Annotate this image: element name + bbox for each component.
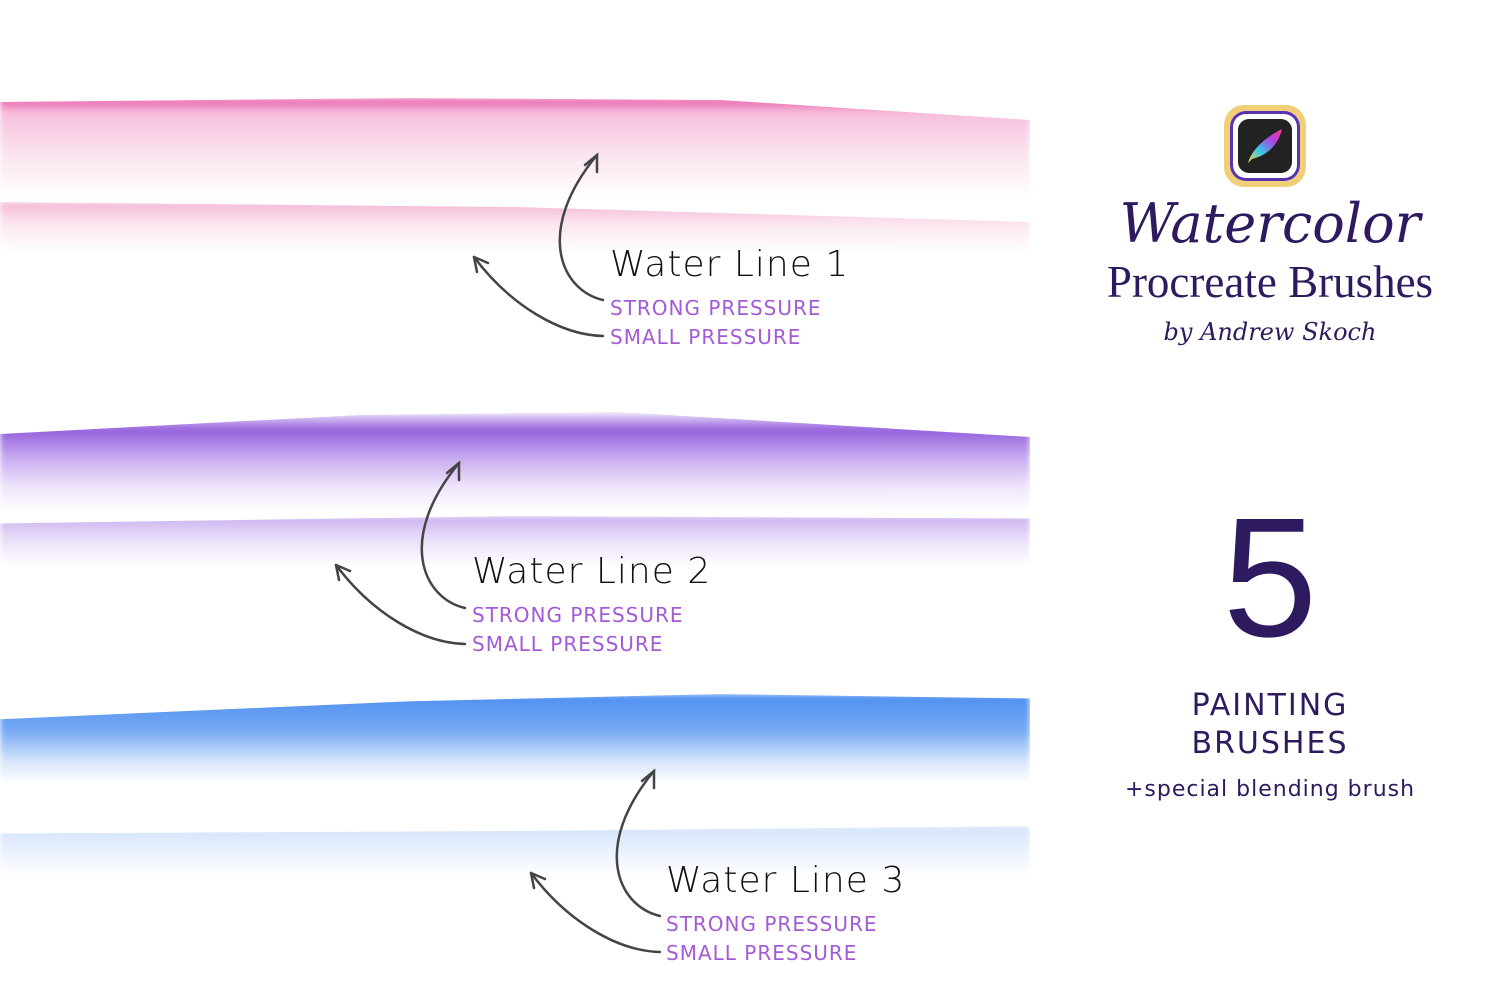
line-2-title: Water Line 2 <box>472 551 712 592</box>
arrow-icon <box>334 460 467 646</box>
purple-strong-stroke <box>0 412 1030 512</box>
count-label-line-1: PAINTING <box>1191 688 1349 723</box>
line-1-small-label: SMALL PRESSURE <box>610 325 802 349</box>
extra-brush-note: +special blending brush <box>1124 777 1416 802</box>
script-title: Watercolor <box>1119 192 1421 255</box>
line-1-strong-label: STRONG PRESSURE <box>610 296 822 320</box>
arrow-icon <box>472 152 605 338</box>
brush-count: 5 <box>1222 483 1318 673</box>
arrow-icon <box>529 768 662 954</box>
line-2-small-label: SMALL PRESSURE <box>472 632 664 656</box>
line-3-title: Water Line 3 <box>666 860 906 901</box>
line-3-strong-label: STRONG PRESSURE <box>666 912 878 936</box>
byline: by Andrew Skoch <box>1163 318 1377 346</box>
blue-small-stroke <box>0 826 1030 876</box>
product-title: Procreate Brushes <box>1106 257 1434 307</box>
line-1-title: Water Line 1 <box>610 244 850 285</box>
procreate-app-icon <box>1224 105 1306 187</box>
line-2-strong-label: STRONG PRESSURE <box>472 603 684 627</box>
count-label-line-2: BRUSHES <box>1191 726 1349 761</box>
line-3-small-label: SMALL PRESSURE <box>666 941 858 965</box>
pink-strong-stroke <box>0 98 1030 198</box>
purple-small-stroke <box>0 516 1030 566</box>
